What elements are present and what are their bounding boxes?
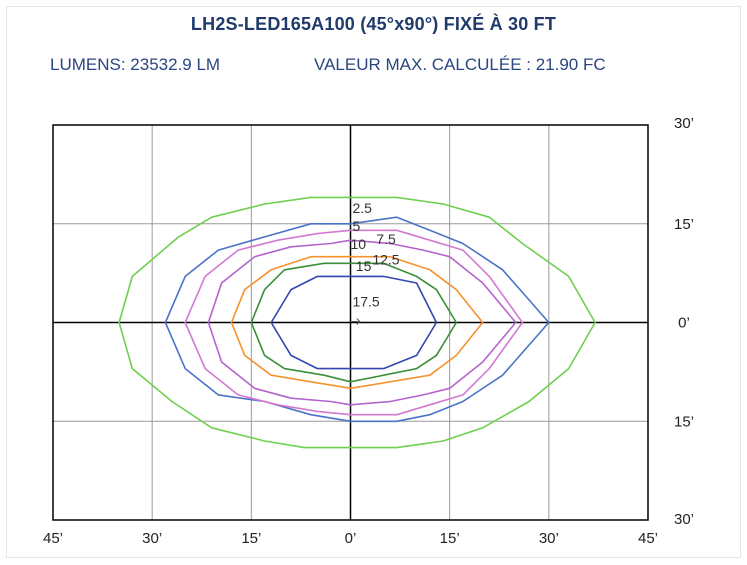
contour-10 [207,239,517,406]
y-tick-label-1: 15’ [674,216,694,233]
x-tick-label-1: 30’ [142,530,162,547]
contour-7-5 [184,229,524,416]
center-marker [351,318,361,325]
contour-2-5 [118,196,596,449]
contour-label-5: 5 [352,218,360,234]
contour-label-2-5: 2.5 [352,200,372,216]
x-tick-label-3: 0’ [345,530,357,547]
contour-15 [250,262,458,383]
contour-label-15: 15 [356,258,372,274]
chart-title: LH2S-LED165A100 (45°x90°) FIXÉ À 30 FT [190,14,557,34]
contour-label-7-5: 7.5 [376,231,396,247]
x-tick-label-4: 15’ [440,530,460,547]
x-tick-label-5: 30’ [539,530,559,547]
y-tick-label-2: 0’ [678,315,690,332]
lumens-text: LUMENS: 23532.9 LM [50,55,221,74]
contour-12-5 [230,255,484,390]
x-tick-label-6: 45’ [638,530,658,547]
y-tick-label-4: 30’ [674,511,694,528]
y-tick-label-0: 30’ [674,115,694,132]
chart-frame [6,6,741,558]
x-tick-label-0: 45’ [43,530,63,547]
contour-label-17-5: 17.5 [352,294,379,310]
y-tick-label-3: 15’ [674,413,694,430]
x-tick-label-2: 15’ [241,530,261,547]
contour-label-12-5: 12.5 [372,252,399,268]
contour-17-5 [270,275,438,370]
contour-label-10: 10 [351,236,367,252]
max-value-text: VALEUR MAX. CALCULÉE : 21.90 FC [314,55,606,74]
